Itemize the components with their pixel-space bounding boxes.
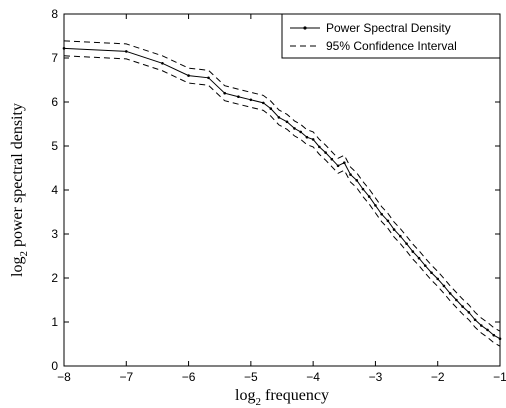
x-axis-label-base: 2 — [255, 396, 261, 408]
ci-lower-line — [63, 55, 501, 347]
x-tick-label: −1 — [493, 370, 506, 384]
psd-point — [367, 195, 371, 198]
x-axis-label-rest: frequency — [261, 387, 329, 404]
x-tick-label: −2 — [431, 370, 445, 384]
x-axis-ticks: −8 −7 −6 −5 −4 −3 −2 −1 — [57, 14, 506, 384]
psd-point — [311, 138, 315, 141]
psd-point — [207, 76, 210, 80]
legend-box — [281, 13, 501, 59]
psd-point — [336, 164, 340, 168]
psd-point — [430, 271, 433, 275]
psd-point — [285, 120, 289, 124]
psd-point — [342, 161, 346, 165]
psd-point — [349, 173, 352, 176]
legend-ci-label: 95% Confidence Interval — [326, 39, 457, 53]
y-tick-label: 7 — [51, 51, 58, 65]
psd-point — [374, 204, 377, 207]
psd-point — [467, 311, 471, 314]
x-tick-label: −5 — [244, 370, 258, 384]
psd-point — [380, 212, 383, 216]
x-tick-label: −7 — [119, 370, 133, 384]
psd-point — [249, 98, 253, 102]
x-axis-label: log2 frequency — [235, 387, 329, 408]
plot-area — [62, 40, 502, 347]
psd-point — [448, 292, 452, 295]
y-axis-label: log2 power spectral density — [9, 103, 30, 277]
psd-point — [436, 277, 440, 281]
y-tick-label: 1 — [51, 315, 58, 329]
psd-point — [299, 130, 302, 134]
y-axis-ticks: 0 1 2 3 4 5 6 7 8 — [51, 7, 500, 373]
psd-point — [277, 116, 281, 119]
y-axis-label-log: log — [9, 257, 26, 277]
ci-upper-line — [63, 40, 501, 332]
psd-point — [386, 219, 390, 223]
y-tick-label: 6 — [51, 95, 58, 109]
psd-point — [455, 298, 458, 302]
x-tick-label: −3 — [369, 370, 383, 384]
psd-point — [392, 228, 396, 231]
psd-point — [399, 234, 402, 238]
psd-point — [324, 151, 327, 154]
psd-point — [461, 305, 464, 308]
y-tick-label: 5 — [51, 139, 58, 153]
x-tick-label: −6 — [182, 370, 196, 384]
y-tick-label: 4 — [51, 183, 58, 197]
legend-psd-label: Power Spectral Density — [326, 21, 451, 35]
psd-point — [237, 95, 240, 99]
y-tick-label: 3 — [51, 227, 58, 241]
psd-point — [480, 324, 483, 327]
y-tick-label: 8 — [51, 7, 58, 21]
psd-point — [262, 101, 265, 105]
x-tick-label: −4 — [306, 370, 320, 384]
legend: Power Spectral Density 95% Confidence In… — [281, 13, 501, 59]
psd-line — [63, 47, 501, 340]
psd-point — [187, 74, 190, 77]
psd-point — [473, 318, 477, 322]
psd-point — [442, 284, 446, 288]
psd-point — [492, 333, 496, 337]
psd-point — [305, 135, 309, 139]
psd-point — [161, 61, 164, 65]
psd-point — [269, 107, 273, 110]
psd-point — [423, 264, 427, 267]
x-axis-label-log: log — [235, 387, 255, 404]
y-tick-label: 0 — [51, 359, 58, 373]
axes-frame — [63, 13, 501, 367]
legend-psd-marker — [303, 26, 307, 30]
psd-point — [330, 157, 334, 161]
psd-point — [293, 127, 296, 130]
psd-point — [223, 91, 226, 95]
psd-point — [417, 256, 421, 260]
y-axis-label-base: 2 — [18, 251, 30, 257]
psd-point — [486, 328, 489, 332]
psd-point — [411, 250, 415, 253]
psd-point — [124, 50, 128, 53]
y-tick-label: 2 — [51, 271, 58, 285]
psd-point — [405, 242, 408, 245]
x-tick-label: −8 — [57, 370, 71, 384]
psd-point — [318, 145, 321, 149]
y-axis-label-rest: power spectral density — [9, 103, 26, 251]
psd-point — [361, 187, 365, 191]
psd-point — [355, 179, 359, 182]
